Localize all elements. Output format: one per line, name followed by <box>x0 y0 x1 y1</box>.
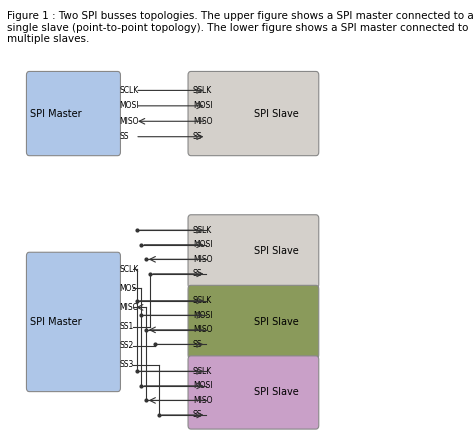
Text: SS1: SS1 <box>119 322 134 331</box>
Text: MOSI: MOSI <box>193 101 212 110</box>
Text: MISO: MISO <box>193 255 212 264</box>
Text: MOSI: MOSI <box>119 101 139 110</box>
Text: SPI Slave: SPI Slave <box>254 317 298 327</box>
Text: SCLK: SCLK <box>193 226 212 235</box>
Text: SPI Slave: SPI Slave <box>254 108 298 119</box>
Text: MOSI: MOSI <box>193 311 212 320</box>
Text: MISO: MISO <box>193 325 212 334</box>
Text: SS: SS <box>193 269 202 278</box>
Text: SS: SS <box>193 411 202 419</box>
Text: SPI Master: SPI Master <box>30 317 82 327</box>
Text: SS2: SS2 <box>119 341 134 350</box>
Text: MISO: MISO <box>193 117 212 126</box>
Text: MISO: MISO <box>119 117 139 126</box>
FancyBboxPatch shape <box>27 252 120 392</box>
Text: MOSI: MOSI <box>193 381 212 390</box>
Text: SCLK: SCLK <box>193 86 212 95</box>
Text: MISO: MISO <box>193 396 212 405</box>
Text: SPI Slave: SPI Slave <box>254 247 298 256</box>
Text: SS: SS <box>119 132 129 141</box>
FancyBboxPatch shape <box>27 71 120 156</box>
FancyBboxPatch shape <box>188 71 319 156</box>
FancyBboxPatch shape <box>188 356 319 429</box>
Text: SS3: SS3 <box>119 360 134 370</box>
Text: MISO: MISO <box>119 303 139 312</box>
Text: SCLK: SCLK <box>193 296 212 305</box>
Text: SPI Master: SPI Master <box>30 108 82 119</box>
Text: SCLK: SCLK <box>119 265 138 273</box>
Text: SPI Slave: SPI Slave <box>254 388 298 397</box>
Text: SCLK: SCLK <box>193 367 212 376</box>
Text: Figure 1 : Two SPI busses topologies. The upper figure shows a SPI master connec: Figure 1 : Two SPI busses topologies. Th… <box>7 11 474 44</box>
Text: SS: SS <box>193 340 202 349</box>
FancyBboxPatch shape <box>188 215 319 288</box>
Text: MOSI: MOSI <box>119 284 139 293</box>
Text: MOSI: MOSI <box>193 240 212 249</box>
FancyBboxPatch shape <box>188 285 319 359</box>
Text: SCLK: SCLK <box>119 86 138 95</box>
Text: SS: SS <box>193 132 202 141</box>
